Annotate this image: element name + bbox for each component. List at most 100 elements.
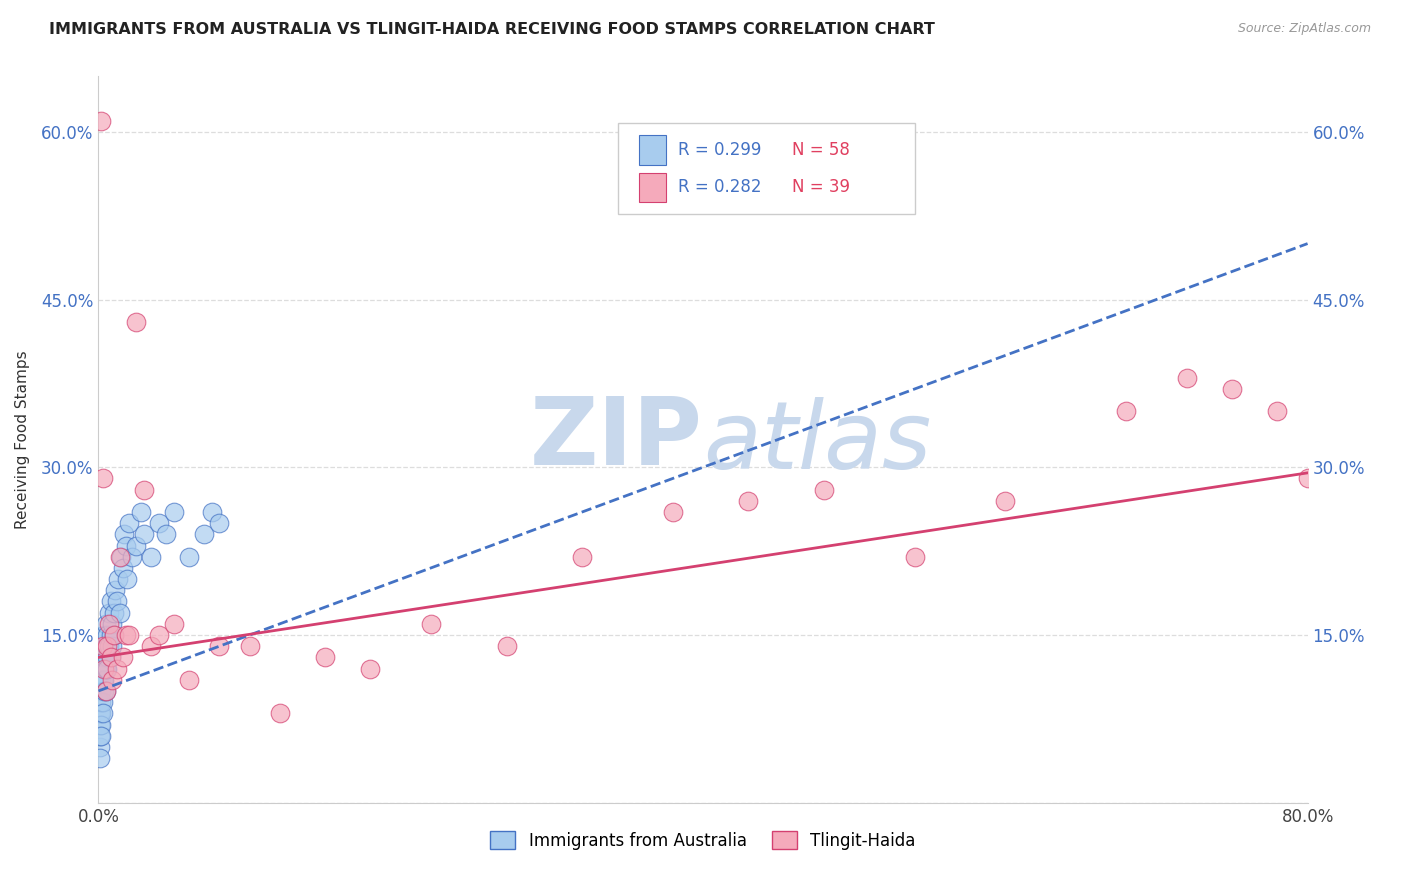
Point <box>101 673 124 687</box>
Point <box>118 516 141 531</box>
Point <box>163 616 186 631</box>
Text: N = 39: N = 39 <box>793 178 851 196</box>
Text: Source: ZipAtlas.com: Source: ZipAtlas.com <box>1237 22 1371 36</box>
Point <box>1115 404 1137 418</box>
Point <box>90 717 112 731</box>
Point <box>101 639 124 653</box>
Point <box>100 650 122 665</box>
Text: ZIP: ZIP <box>530 393 703 485</box>
Point <box>813 483 835 497</box>
Point <box>115 572 138 586</box>
Bar <box>638 172 665 202</box>
Point <box>132 527 155 541</box>
Point <box>90 695 112 709</box>
Point <box>93 662 115 676</box>
Point <box>98 606 121 620</box>
Point <box>94 684 117 698</box>
Point <box>132 483 155 497</box>
Point <box>107 572 129 586</box>
Bar <box>638 136 665 164</box>
Point <box>114 539 136 553</box>
Point <box>89 739 111 754</box>
Point <box>89 717 111 731</box>
Point <box>96 628 118 642</box>
Point <box>90 673 112 687</box>
Text: N = 58: N = 58 <box>793 141 851 159</box>
Point <box>141 549 163 564</box>
Point <box>94 684 117 698</box>
Point <box>103 628 125 642</box>
Point <box>91 706 114 721</box>
Point <box>100 650 122 665</box>
Point <box>98 616 121 631</box>
Point <box>1296 471 1319 485</box>
Point <box>110 549 132 564</box>
Point <box>420 616 443 631</box>
Point <box>129 505 152 519</box>
Point <box>94 639 117 653</box>
Point <box>93 684 115 698</box>
Point <box>121 549 143 564</box>
Point <box>96 639 118 653</box>
Point <box>148 516 170 531</box>
Point <box>93 628 115 642</box>
Point <box>101 616 124 631</box>
Point <box>114 628 136 642</box>
Point <box>91 471 114 485</box>
Text: IMMIGRANTS FROM AUSTRALIA VS TLINGIT-HAIDA RECEIVING FOOD STAMPS CORRELATION CHA: IMMIGRANTS FROM AUSTRALIA VS TLINGIT-HAI… <box>49 22 935 37</box>
Point <box>105 662 128 676</box>
Text: R = 0.299: R = 0.299 <box>678 141 761 159</box>
Point <box>108 549 131 564</box>
Point <box>1175 371 1198 385</box>
Point <box>155 527 177 541</box>
Point <box>94 662 117 676</box>
Point <box>98 639 121 653</box>
Point <box>737 493 759 508</box>
Point <box>89 729 111 743</box>
Point <box>89 751 111 765</box>
Point <box>125 315 148 329</box>
FancyBboxPatch shape <box>619 123 915 214</box>
Point <box>179 549 201 564</box>
Point <box>269 706 291 721</box>
Point <box>89 706 111 721</box>
Point <box>91 650 114 665</box>
Point <box>93 673 115 687</box>
Point <box>91 695 114 709</box>
Point <box>108 606 131 620</box>
Legend: Immigrants from Australia, Tlingit-Haida: Immigrants from Australia, Tlingit-Haida <box>484 825 922 856</box>
Point <box>103 606 125 620</box>
Point <box>314 650 336 665</box>
Point <box>360 662 382 676</box>
Point <box>1267 404 1289 418</box>
Point <box>90 706 112 721</box>
Point <box>96 650 118 665</box>
Point <box>100 628 122 642</box>
Point <box>96 662 118 676</box>
Point <box>94 616 117 631</box>
Point <box>571 549 593 564</box>
Point <box>1220 382 1243 396</box>
Point <box>105 594 128 608</box>
Point <box>179 673 201 687</box>
Point <box>93 650 115 665</box>
Point <box>141 639 163 653</box>
Point <box>239 639 262 653</box>
Point <box>208 516 231 531</box>
Point <box>118 628 141 642</box>
Point <box>91 673 114 687</box>
Point <box>100 594 122 608</box>
Point <box>193 527 215 541</box>
Point <box>148 628 170 642</box>
Point <box>91 639 114 653</box>
Text: R = 0.282: R = 0.282 <box>678 178 761 196</box>
Point <box>104 583 127 598</box>
Point <box>103 628 125 642</box>
Y-axis label: Receiving Food Stamps: Receiving Food Stamps <box>15 350 30 529</box>
Point <box>111 650 134 665</box>
Point <box>111 561 134 575</box>
Point <box>91 662 114 676</box>
Point <box>661 505 683 519</box>
Point <box>163 505 186 519</box>
Point <box>90 113 112 128</box>
